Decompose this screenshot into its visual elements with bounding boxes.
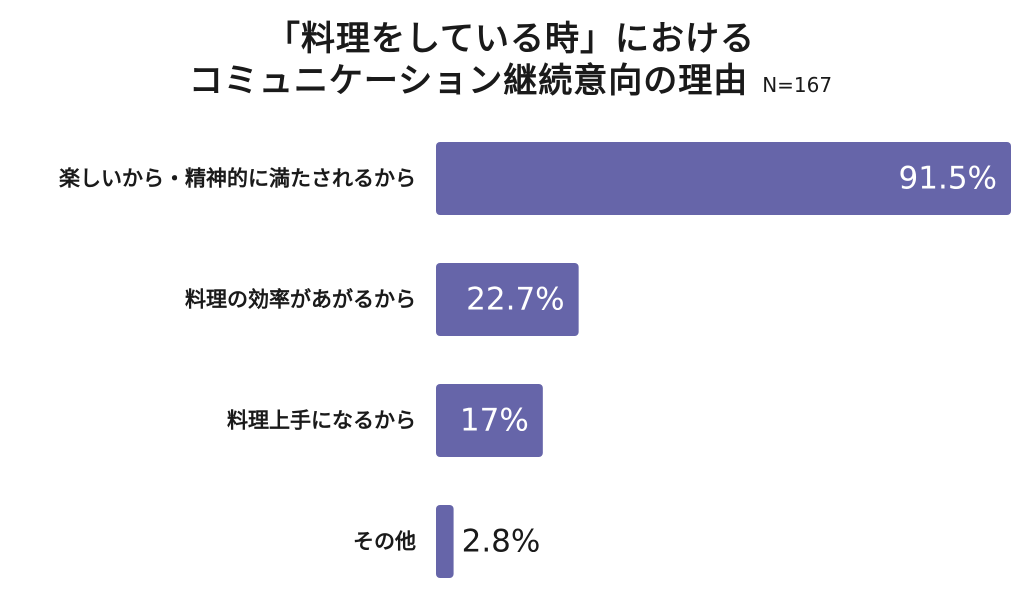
- value-label: 2.8%: [462, 524, 541, 560]
- value-label: 17%: [460, 403, 529, 439]
- bar: [436, 505, 454, 578]
- chart-title: 「料理をしている時」における コミュニケーション継続意向の理由 N=167: [0, 18, 1021, 106]
- chart-title-line-2: コミュニケーション継続意向の理由 N=167: [0, 60, 1021, 106]
- category-label: 楽しいから・精神的に満たされるから: [59, 167, 416, 191]
- bar: [436, 263, 579, 336]
- chart-title-line-1: 「料理をしている時」における: [266, 19, 755, 59]
- category-label: 料理上手になるから: [227, 409, 416, 433]
- bar: [436, 142, 1011, 215]
- value-label: 22.7%: [466, 282, 564, 318]
- sample-size: N=167: [762, 73, 833, 97]
- chart-title-line-2-text: コミュニケーション継続意向の理由: [188, 61, 749, 101]
- category-label: その他: [353, 530, 416, 554]
- value-label: 91.5%: [899, 161, 997, 197]
- bar: [436, 384, 543, 457]
- category-label: 料理の効率があがるから: [185, 288, 416, 312]
